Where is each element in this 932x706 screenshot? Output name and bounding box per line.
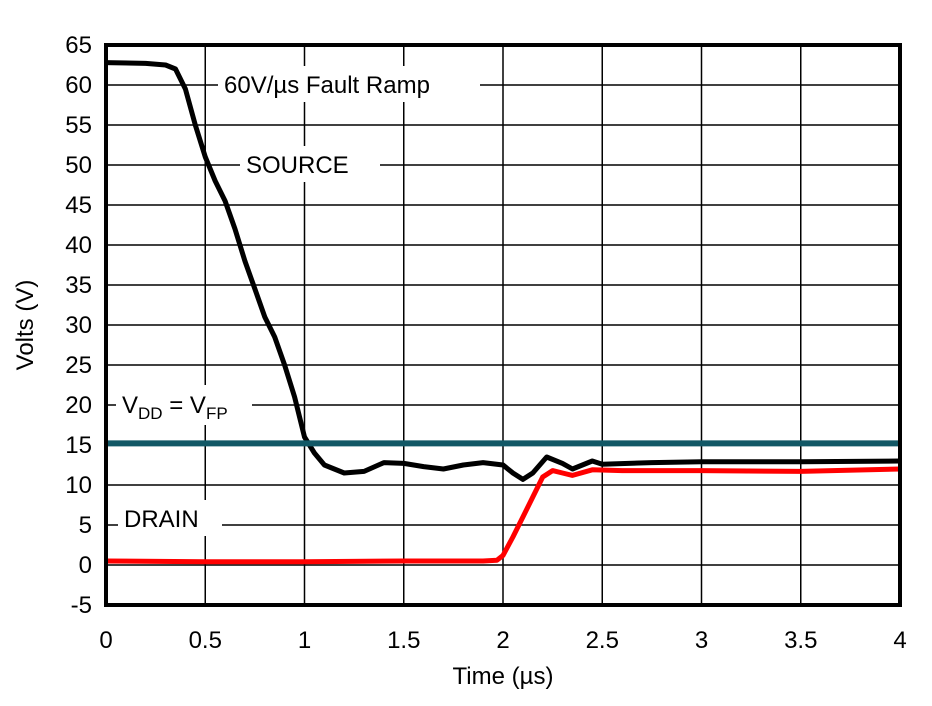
x-tick-label: 3.5 <box>784 627 817 654</box>
y-tick-label: 0 <box>79 552 92 579</box>
ramp-label: 60V/µs Fault Ramp <box>224 72 430 99</box>
y-tick-label: 10 <box>65 472 92 499</box>
y-tick-label: 50 <box>65 152 92 179</box>
source-label-bg <box>240 146 380 182</box>
grid <box>105 44 901 606</box>
drain-label-bg <box>118 500 222 536</box>
plot-frame <box>104 43 902 607</box>
x-tick-label: 0 <box>99 627 112 654</box>
x-tick-label: 1.5 <box>387 627 420 654</box>
series-line-source <box>105 60 901 482</box>
y-tick-label: 25 <box>65 352 92 379</box>
x-tick-label: 3 <box>695 627 708 654</box>
x-tick-label: 0.5 <box>189 627 222 654</box>
x-tick-label: 4 <box>893 627 906 654</box>
source-label: SOURCE <box>246 152 349 179</box>
y-tick-label: 40 <box>65 232 92 259</box>
y-tick-label: 65 <box>65 32 92 59</box>
y-tick-label: 20 <box>65 392 92 419</box>
drain-label: DRAIN <box>124 506 199 533</box>
annotations: 60V/µs Fault Ramp SOURCE DRAIN VDD = VFP <box>116 66 480 536</box>
y-tick-label: -5 <box>71 592 92 619</box>
y-axis-label: Volts (V) <box>12 280 39 371</box>
vdd-label-bg <box>116 385 252 425</box>
x-tick-label: 2.5 <box>586 627 619 654</box>
y-tick-label: 55 <box>65 112 92 139</box>
x-tick-label: 2 <box>496 627 509 654</box>
vdd-label: VDD = VFP <box>122 392 228 423</box>
y-tick-label: 5 <box>79 512 92 539</box>
series-line-drain <box>105 466 901 565</box>
x-axis-label: Time (µs) <box>453 663 554 690</box>
x-tick-label: 1 <box>298 627 311 654</box>
ramp-label-bg <box>218 66 480 102</box>
y-tick-label: 15 <box>65 432 92 459</box>
tick-labels: 0 0.5 1 1.5 2 2.5 3 3.5 4 -5 0 5 10 15 20 25 30 35 40 45 50 5… <box>65 32 906 654</box>
series-group <box>105 60 901 565</box>
y-tick-label: 35 <box>65 272 92 299</box>
y-tick-label: 60 <box>65 72 92 99</box>
y-tick-label: 30 <box>65 312 92 339</box>
y-tick-label: 45 <box>65 192 92 219</box>
